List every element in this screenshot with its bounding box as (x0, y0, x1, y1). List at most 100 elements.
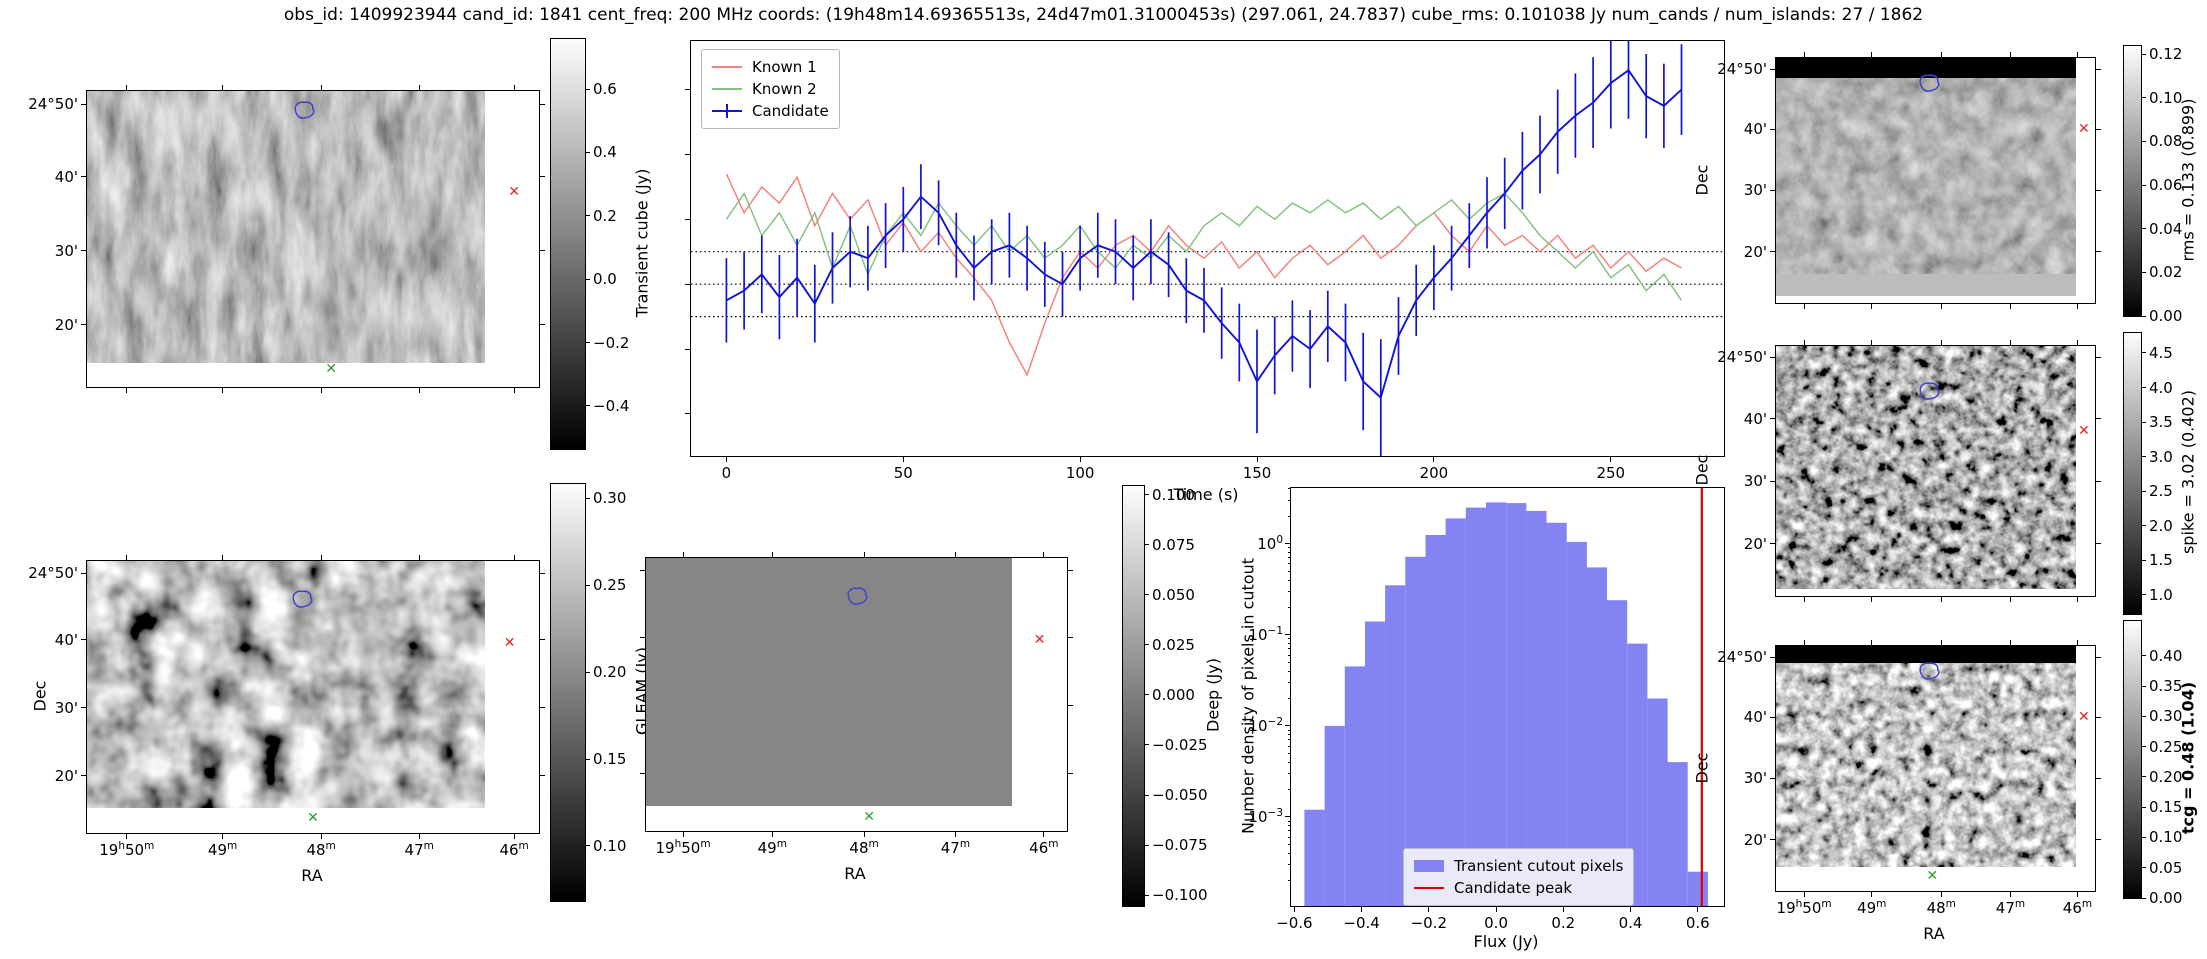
tick-mark (1288, 661, 1291, 663)
tick-mark (2095, 189, 2101, 191)
tick-label: 46m (499, 840, 529, 859)
tick-mark (513, 555, 515, 561)
tick-label: 0.35 (2149, 677, 2183, 696)
deep-colorbar-label: Deep (Jy) (1203, 658, 1223, 732)
histogram-bar (1486, 502, 1507, 906)
blanked-rows-band (1776, 646, 2076, 664)
histogram-bar (1304, 809, 1325, 906)
candidate-contour (292, 590, 313, 608)
tick-mark (1940, 52, 1942, 58)
tick-mark (1288, 739, 1291, 741)
blanked-rows-band (1776, 58, 2076, 78)
tick-mark (725, 456, 727, 462)
tick-mark (2095, 251, 2101, 253)
tick-mark (1288, 863, 1291, 865)
tick-mark (2076, 303, 2078, 309)
tick-mark (1288, 579, 1291, 581)
tick-label: 30' (1743, 181, 1767, 200)
tick-label: 0.20 (2149, 767, 2183, 786)
tick-mark (585, 758, 590, 760)
tick-mark (585, 405, 590, 407)
tick-label: 30' (1743, 472, 1767, 490)
tick-label: −0.050 (1152, 786, 1208, 804)
tick-mark (320, 387, 322, 393)
tick-mark (418, 85, 420, 91)
tick-mark (2095, 716, 2101, 718)
tick-mark (1144, 894, 1149, 896)
tick-mark (1770, 716, 1776, 718)
tick-mark (902, 456, 904, 462)
tick-label: 4.0 (2149, 378, 2173, 397)
tick-mark (2076, 891, 2078, 897)
tick-label: 0.02 (2149, 263, 2183, 282)
tick-mark (2009, 640, 2011, 646)
tick-mark (1288, 830, 1291, 832)
tick-label: 1.0 (2149, 585, 2173, 604)
tick-label: 3.0 (2149, 447, 2173, 466)
tick-mark (1288, 499, 1291, 501)
tick-mark (682, 552, 684, 558)
tick-label: 24°50' (1717, 648, 1767, 667)
lightcurve-panel: Known 1 Known 2 Candidate 0 50 100 150 200 25… (685, 40, 1725, 482)
tick-label: 24°50' (28, 564, 78, 583)
tick-mark (2141, 271, 2146, 273)
tick-mark (1428, 906, 1430, 912)
tick-label: 0.15 (2149, 798, 2183, 817)
gleam-ra-axis-label: RA (301, 866, 323, 885)
tick-mark (1940, 891, 1942, 897)
tick-mark (222, 555, 224, 561)
tick-mark (81, 324, 87, 326)
tick-mark (1288, 638, 1291, 640)
tick-mark (1144, 644, 1149, 646)
tick-label: 30' (54, 241, 78, 260)
tick-mark (1361, 906, 1363, 912)
tick-mark (1144, 744, 1149, 746)
tick-mark (2141, 490, 2146, 492)
tick-mark (1256, 456, 1258, 462)
known1-line-swatch (712, 60, 742, 74)
tick-mark (2141, 140, 2146, 142)
tick-mark (1288, 547, 1291, 549)
tick-mark (1288, 745, 1291, 747)
tick-mark (1067, 704, 1073, 706)
candidate-contour (1919, 661, 1940, 680)
tick-label: 20' (1743, 830, 1767, 849)
tick-mark (2141, 387, 2146, 388)
histogram-bar (1385, 585, 1406, 906)
tick-mark (585, 584, 590, 586)
tick-mark (513, 833, 515, 839)
candidate-contour (1919, 382, 1940, 400)
tick-label: −0.2 (593, 333, 630, 352)
histogram-bar (1546, 522, 1567, 906)
tick-mark (513, 85, 515, 91)
tick-mark (1871, 340, 1873, 346)
tick-mark (1940, 640, 1942, 646)
tick-mark (1288, 843, 1291, 845)
tick-label: −0.025 (1152, 735, 1208, 754)
tick-mark (1803, 640, 1805, 646)
legend-item-known1: Known 1 (712, 56, 829, 78)
tick-mark (2141, 184, 2146, 186)
tick-mark (585, 215, 590, 217)
tick-label: 46m (1029, 838, 1059, 857)
tcg-dec-axis-label: Dec (1692, 752, 1712, 784)
tick-mark (640, 569, 646, 571)
tick-label: 0.10 (2149, 88, 2183, 107)
known2-line-swatch (712, 82, 742, 96)
legend-label: Known 1 (752, 58, 817, 76)
tick-mark (1770, 418, 1776, 419)
tick-mark (539, 707, 545, 709)
tick-label: 1.5 (2149, 551, 2173, 570)
tick-mark (222, 85, 224, 91)
tick-mark (2141, 315, 2146, 317)
tick-label: 48m (1926, 898, 1956, 917)
tick-mark (539, 775, 545, 777)
tick-label: 19h50m (655, 838, 711, 857)
tick-label: −0.4 (1343, 914, 1380, 932)
tick-label: 0.4 (1618, 914, 1643, 932)
histogram-bar (1445, 518, 1466, 906)
tick-mark (685, 348, 691, 350)
histogram-bar (1465, 507, 1486, 906)
tick-mark (1288, 729, 1291, 731)
tick-mark (1285, 634, 1291, 636)
